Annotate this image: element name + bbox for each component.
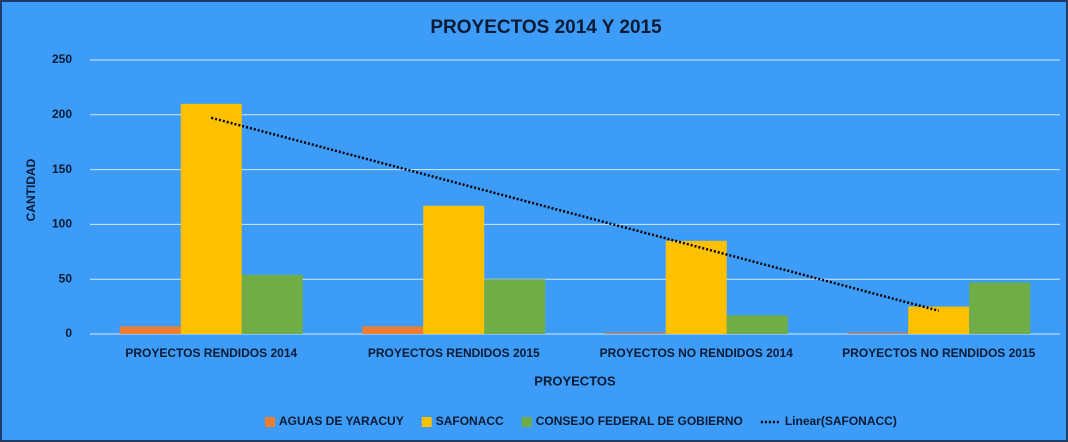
y-tick-label: 0	[65, 326, 72, 340]
bar	[484, 279, 546, 334]
bar	[908, 306, 970, 334]
y-tick-label: 100	[52, 217, 72, 231]
y-tick-label: 150	[52, 162, 72, 176]
x-tick-label: PROYECTOS RENDIDOS 2014	[125, 346, 297, 360]
x-tick-label: PROYECTOS RENDIDOS 2015	[368, 346, 540, 360]
legend-label: AGUAS DE YARACUY	[279, 414, 404, 428]
y-tick-label: 200	[52, 107, 72, 121]
bar	[362, 326, 424, 334]
legend-swatch	[265, 417, 275, 427]
trendline	[210, 116, 940, 312]
chart-title: PROYECTOS 2014 Y 2015	[430, 17, 662, 38]
bar	[119, 326, 181, 334]
y-tick-label: 50	[59, 271, 73, 285]
y-tick-label: 250	[52, 52, 72, 66]
legend-label: CONSEJO FEDERAL DE GOBIERNO	[536, 414, 743, 428]
legend-label: SAFONACC	[436, 414, 504, 428]
legend-label: Linear(SAFONACC)	[785, 414, 897, 428]
y-axis-label: CANTIDAD	[24, 158, 38, 221]
bar	[665, 240, 727, 334]
bar	[847, 332, 909, 334]
x-tick-label: PROYECTOS NO RENDIDOS 2015	[842, 346, 1035, 360]
bar	[423, 205, 485, 334]
bar	[604, 332, 666, 334]
legend-swatch	[521, 417, 532, 427]
bar	[726, 315, 788, 334]
bar	[241, 274, 303, 334]
x-tick-label: PROYECTOS NO RENDIDOS 2014	[600, 346, 793, 360]
bar	[969, 282, 1031, 334]
bar	[180, 103, 242, 334]
legend-swatch	[421, 417, 432, 427]
x-axis-label: PROYECTOS	[534, 373, 616, 388]
